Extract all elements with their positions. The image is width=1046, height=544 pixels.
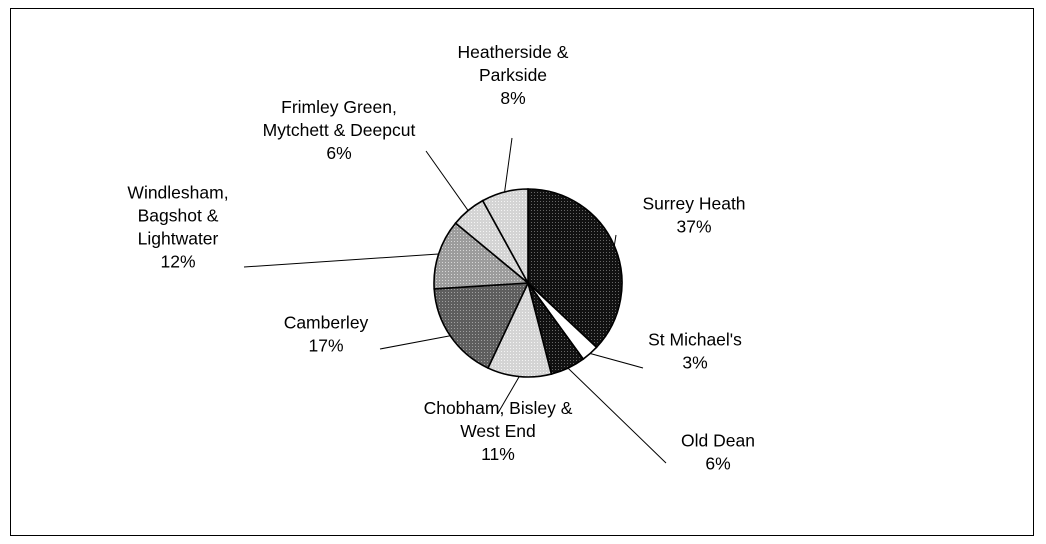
pie-slice-5 (433, 282, 530, 370)
slice-name-label: Chobham, Bisley & (424, 398, 573, 418)
slice-value-label: 11% (481, 444, 515, 464)
leader-line-8 (504, 137, 513, 193)
slice-name-label: Heatherside & (458, 42, 569, 62)
pie-slices (433, 188, 623, 378)
leader-line-5 (379, 335, 451, 350)
slice-name-label: Frimley Green, (281, 97, 397, 117)
slice-value-label: 37% (676, 217, 711, 237)
slice-label-3: Old Dean 6% (681, 431, 755, 474)
leader-line-4 (497, 376, 520, 414)
slice-value-label: 6% (705, 454, 730, 474)
pie-slice-4 (486, 280, 553, 378)
slice-value-label: 6% (326, 143, 351, 163)
slice-name-label: Lightwater (138, 229, 219, 249)
slice-name-label: Surrey Heath (642, 194, 745, 214)
slice-value-label: 3% (682, 353, 707, 373)
slice-name-label: Bagshot & (138, 206, 219, 226)
slice-name-label: West End (460, 421, 536, 441)
leader-line-1 (613, 234, 617, 246)
slice-label-1: Surrey Heath 37% (642, 194, 745, 237)
slice-label-5: Camberley 17% (284, 313, 369, 356)
slice-label-8: Heatherside & Parkside 8% (458, 42, 569, 108)
leader-line-6 (243, 253, 439, 268)
slice-name-label: Windlesham, (127, 183, 228, 203)
slice-name-label: Parkside (479, 65, 547, 85)
slice-label-2: St Michael's 3% (648, 330, 742, 373)
slice-value-label: 8% (500, 88, 525, 108)
slice-labels: Surrey Heath 37% St Michael's 3% Old Dean 6% C… (127, 42, 755, 474)
slice-name-label: St Michael's (648, 330, 742, 350)
leader-line-3 (567, 367, 667, 464)
slice-value-label: 12% (160, 252, 195, 272)
leader-line-2 (590, 353, 644, 369)
slice-name-label: Mytchett & Deepcut (263, 120, 416, 140)
slice-label-7: Frimley Green, Mytchett & Deepcut 6% (263, 97, 416, 163)
slice-name-label: Camberley (284, 313, 369, 333)
leader-lines (243, 137, 667, 464)
slice-label-4: Chobham, Bisley & West End 11% (424, 398, 573, 464)
slice-name-label: Old Dean (681, 431, 755, 451)
leader-line-7 (425, 150, 469, 211)
pie-slice-6 (433, 221, 531, 290)
slice-value-label: 17% (308, 336, 343, 356)
slice-label-6: Windlesham, Bagshot & Lightwater 12% (127, 183, 228, 272)
